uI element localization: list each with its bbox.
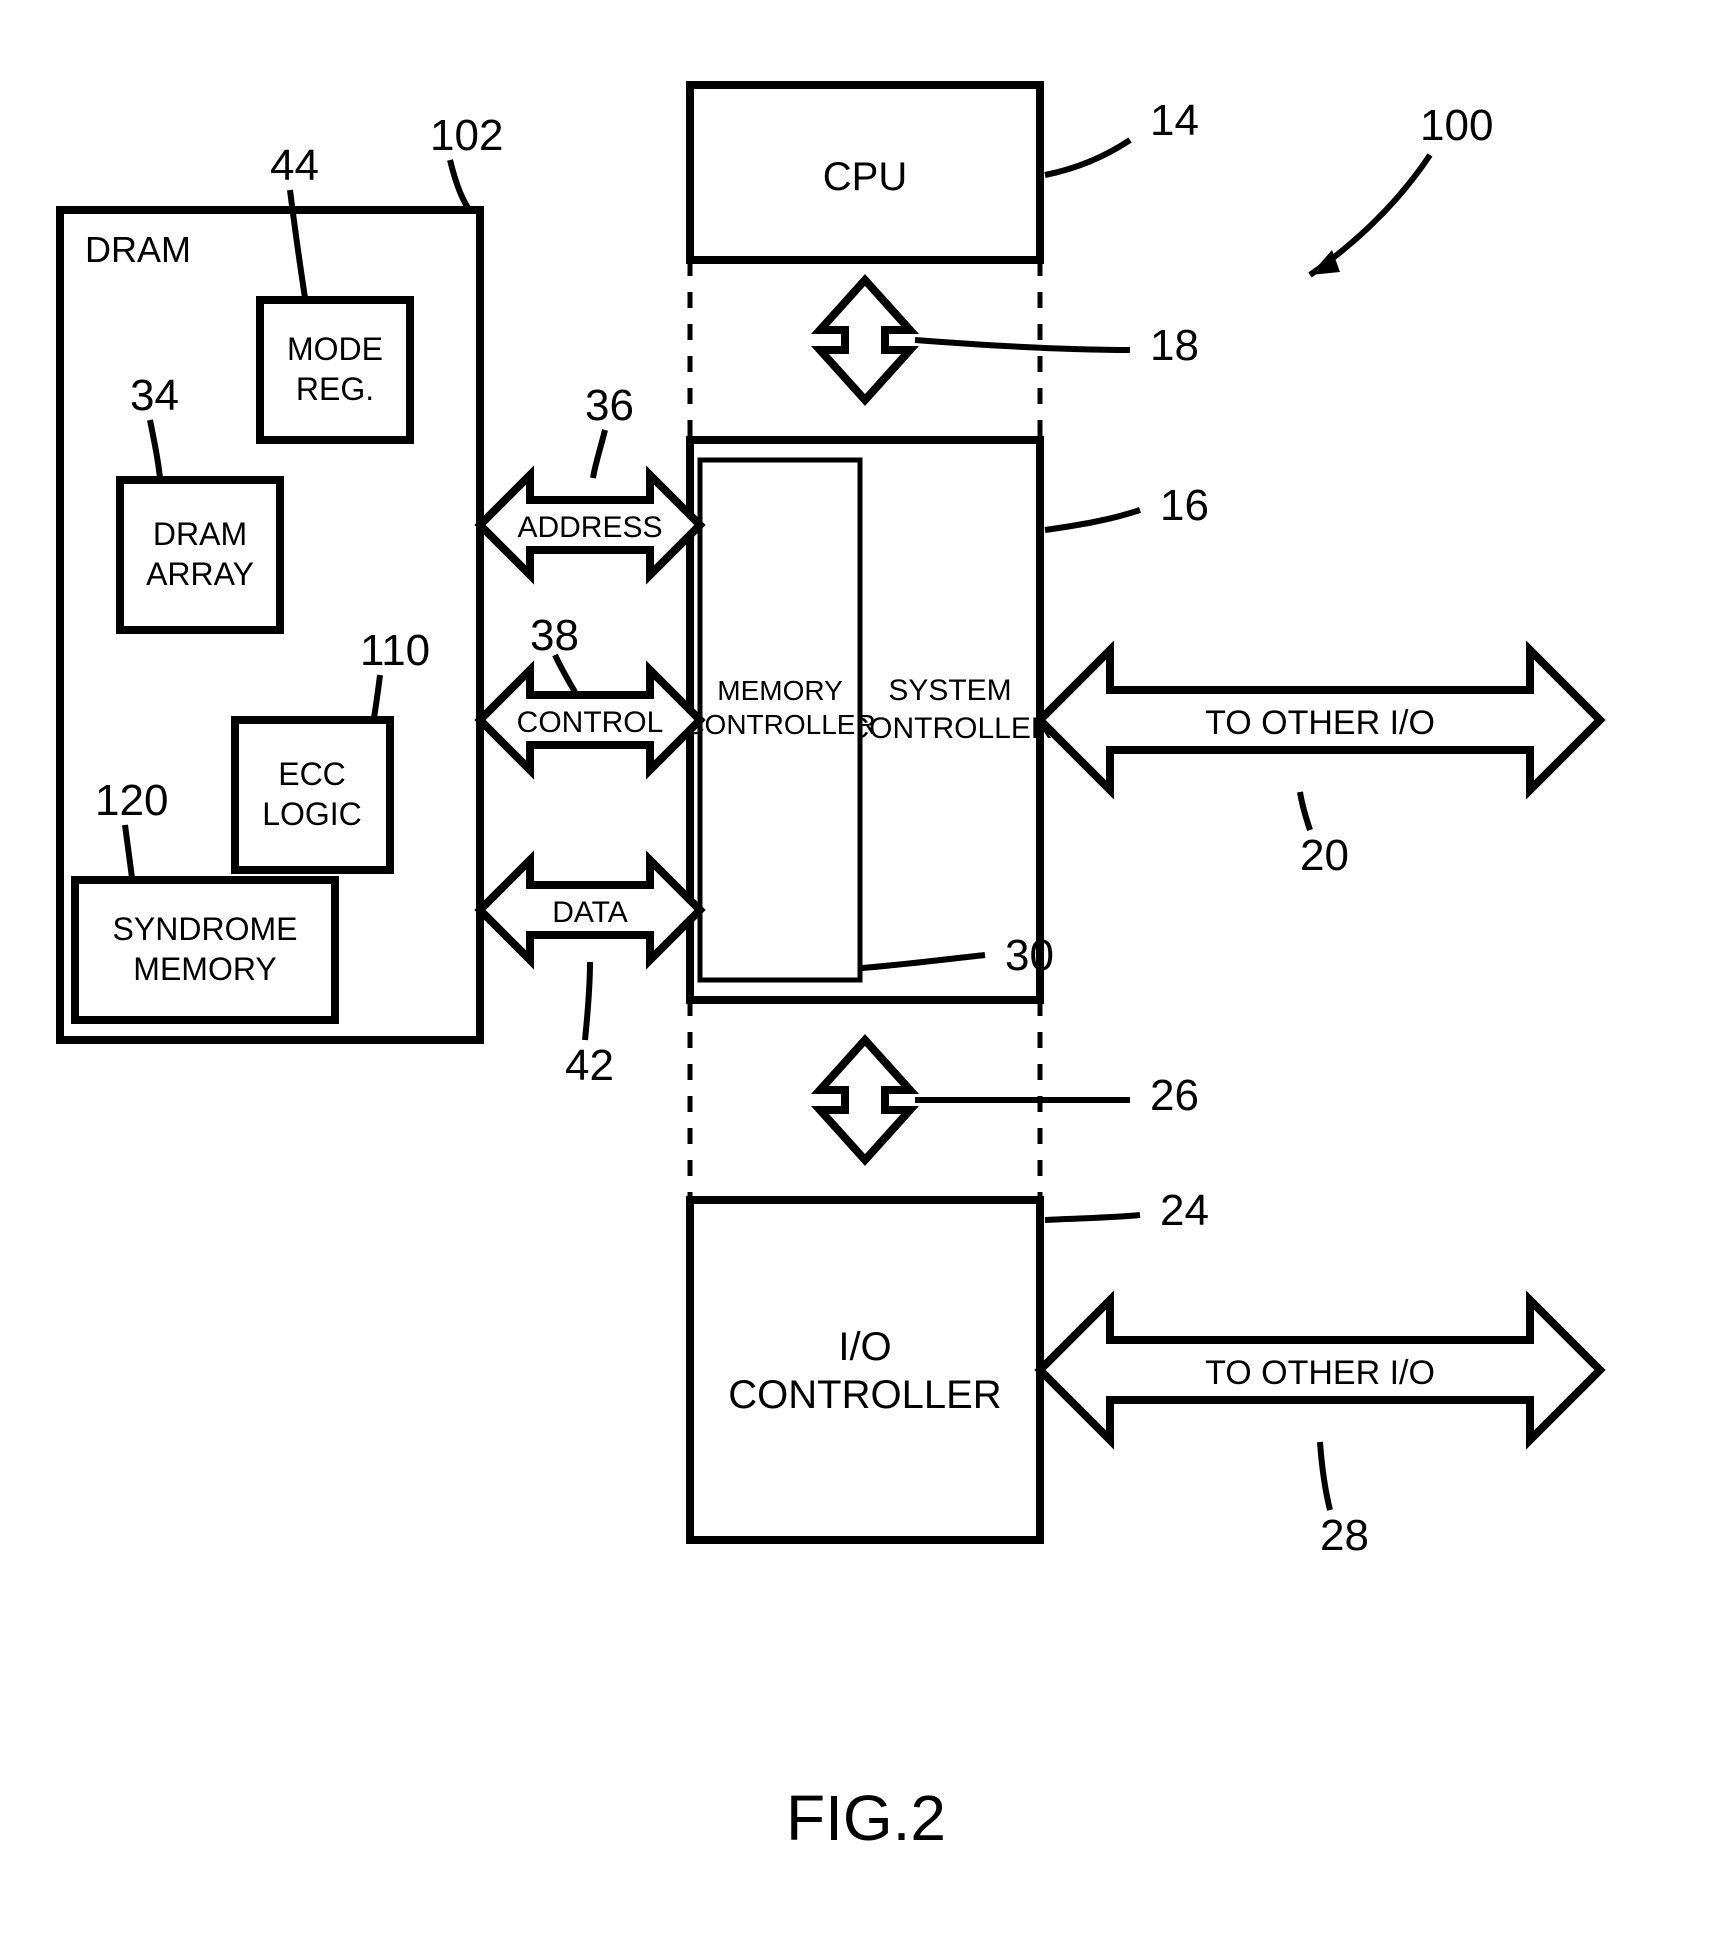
ref-28: 28 (1320, 1442, 1369, 1560)
ref-24: 24 (1045, 1186, 1209, 1235)
bus-other-io-bottom-label: TO OTHER I/O (1205, 1354, 1435, 1392)
svg-text:REG.: REG. (296, 371, 374, 407)
svg-text:SYNDROME: SYNDROME (113, 911, 298, 947)
dram-container-label: DRAM (85, 229, 191, 270)
ref-14: 14 (1045, 96, 1199, 175)
ecc-logic-block: ECC LOGIC (235, 720, 390, 870)
io-controller-block: I/O CONTROLLER (690, 1200, 1040, 1540)
svg-text:MEMORY: MEMORY (133, 951, 276, 987)
bus-address-label: ADDRESS (517, 511, 662, 544)
svg-text:ECC: ECC (278, 756, 346, 792)
bus-control: CONTROL (480, 670, 700, 770)
svg-text:36: 36 (585, 381, 634, 430)
ref-16: 16 (1045, 481, 1209, 530)
svg-text:26: 26 (1150, 1071, 1199, 1120)
dram-array-block: DRAM ARRAY (120, 480, 280, 630)
svg-text:14: 14 (1150, 96, 1199, 145)
svg-text:110: 110 (360, 626, 430, 675)
ref-36: 36 (585, 381, 634, 478)
bus-data-label: DATA (552, 896, 628, 929)
system-controller-label-line2: CONTROLLER (847, 712, 1052, 745)
cpu-label: CPU (823, 155, 907, 199)
system-block-diagram: CPU SYSTEM CONTROLLER MEMORY CONTROLLER … (0, 0, 1732, 1944)
mode-reg-block: MODE REG. (260, 300, 410, 440)
ref-20: 20 (1300, 792, 1349, 880)
io-controller-label-line2: CONTROLLER (728, 1373, 1001, 1417)
svg-text:18: 18 (1150, 321, 1199, 370)
svg-text:16: 16 (1160, 481, 1209, 530)
ref-100: 100 (1310, 101, 1493, 275)
memory-controller-block: MEMORY CONTROLLER (684, 460, 875, 980)
bus-control-label: CONTROL (517, 706, 664, 739)
bus-address: ADDRESS (480, 475, 700, 575)
svg-text:28: 28 (1320, 1511, 1369, 1560)
svg-text:DRAM: DRAM (153, 516, 247, 552)
bus-other-io-bottom: TO OTHER I/O (1040, 1300, 1600, 1440)
memory-controller-label-line1: MEMORY (717, 675, 843, 706)
svg-text:100: 100 (1420, 101, 1493, 150)
memory-controller-label-line2: CONTROLLER (684, 709, 875, 740)
bus-cpu-sys (820, 280, 910, 400)
cpu-block: CPU (690, 85, 1040, 260)
ref-38: 38 (530, 611, 579, 692)
svg-text:ARRAY: ARRAY (146, 556, 254, 592)
ref-26: 26 (915, 1071, 1199, 1120)
svg-text:MODE: MODE (287, 331, 383, 367)
svg-text:30: 30 (1005, 931, 1054, 980)
svg-text:42: 42 (565, 1041, 614, 1090)
bus-other-io-top-label: TO OTHER I/O (1205, 704, 1435, 742)
bus-other-io-top: TO OTHER I/O (1040, 650, 1600, 790)
io-controller-label-line1: I/O (838, 1325, 891, 1369)
ref-18: 18 (915, 321, 1199, 370)
syndrome-memory-block: SYNDROME MEMORY (75, 880, 335, 1020)
figure-caption: FIG.2 (786, 1782, 946, 1854)
svg-text:38: 38 (530, 611, 579, 660)
svg-text:44: 44 (270, 141, 319, 190)
ref-102: 102 (430, 111, 503, 208)
svg-text:34: 34 (130, 371, 179, 420)
bus-data: DATA (480, 860, 700, 960)
ref-42: 42 (565, 962, 614, 1090)
svg-text:24: 24 (1160, 1186, 1209, 1235)
svg-text:120: 120 (95, 776, 168, 825)
svg-text:20: 20 (1300, 831, 1349, 880)
svg-text:LOGIC: LOGIC (262, 796, 362, 832)
bus-sys-io (820, 1040, 910, 1160)
system-controller-label-line1: SYSTEM (888, 674, 1011, 707)
svg-text:102: 102 (430, 111, 503, 160)
